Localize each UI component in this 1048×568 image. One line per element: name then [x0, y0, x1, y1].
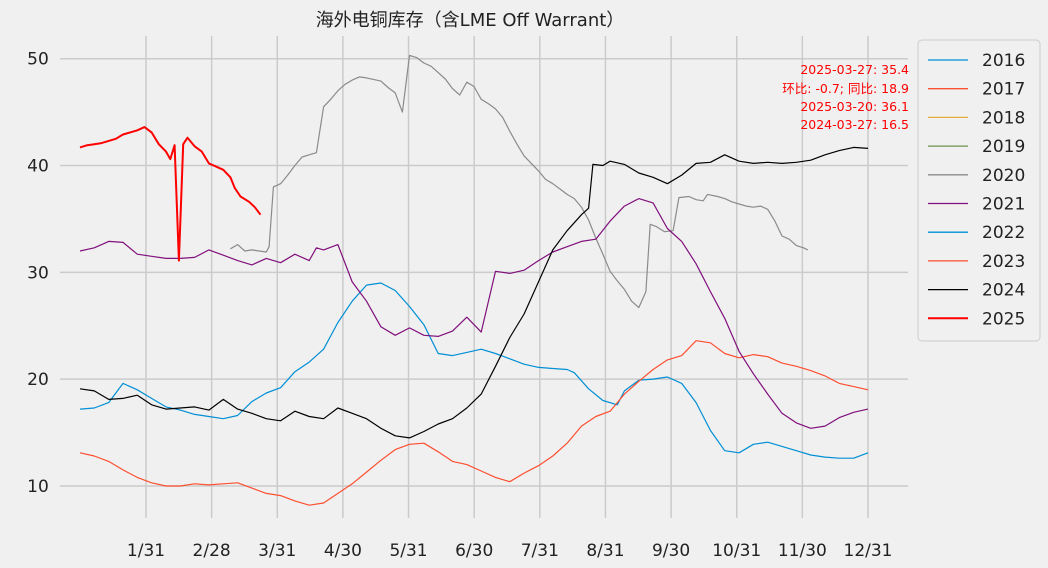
y-axis: 10 20 30 40 50: [27, 50, 49, 497]
grid: [60, 36, 908, 518]
x-tick-label: 2/28: [193, 541, 231, 561]
legend-label-2017: 2017: [982, 80, 1025, 100]
y-tick-label: 20: [27, 370, 49, 390]
annotation-line-1: 2025-03-27: 35.4: [800, 62, 909, 77]
legend-label-2025: 2025: [982, 309, 1025, 329]
series-line-2016: [79, 282, 869, 459]
chart-title: 海外电铜库存（含LME Off Warrant）: [316, 10, 625, 31]
series-line-2024: [79, 146, 869, 439]
y-tick-label: 30: [27, 263, 49, 283]
annotation-line-4: 2024-03-27: 16.5: [800, 117, 909, 132]
series-layer: [79, 54, 869, 506]
legend-label-2016: 2016: [982, 51, 1025, 71]
legend-label-2018: 2018: [982, 108, 1025, 128]
x-tick-label: 5/31: [389, 541, 427, 561]
series-line-2025: [79, 126, 262, 262]
series-line-2017: [79, 340, 869, 506]
x-tick-label: 1/31: [127, 541, 165, 561]
legend-label-2019: 2019: [982, 137, 1025, 157]
y-tick-label: 10: [27, 477, 49, 497]
legend-label-2023: 2023: [982, 252, 1025, 272]
x-tick-label: 3/31: [258, 541, 296, 561]
legend-label-2020: 2020: [982, 166, 1025, 186]
x-tick-label: 8/31: [586, 541, 624, 561]
y-tick-label: 40: [27, 157, 49, 177]
series-line-2021: [79, 198, 869, 429]
x-tick-label: 10/31: [712, 541, 761, 561]
annotation-line-2: 环比: -0.7; 同比: 18.9: [782, 81, 909, 96]
x-tick-label: 4/30: [324, 541, 362, 561]
x-axis: 1/31 2/28 3/31 4/30 5/31 6/30 7/31 8/31 9/30 10/3…: [127, 541, 893, 561]
x-tick-label: 7/31: [521, 541, 559, 561]
x-tick-label: 6/30: [455, 541, 493, 561]
series-line-2020: [230, 54, 809, 309]
annotation-box: 2025-03-27: 35.4 环比: -0.7; 同比: 18.9 2025…: [782, 62, 909, 132]
x-tick-label: 9/30: [652, 541, 690, 561]
x-tick-label: 11/30: [778, 541, 827, 561]
legend: 2016 2017 2018 2019 2020 2021 2022 2023 2024 2025: [917, 39, 1041, 342]
legend-frame: [917, 39, 1041, 342]
legend-label-2021: 2021: [982, 195, 1025, 215]
annotation-line-3: 2025-03-20: 36.1: [800, 99, 909, 114]
legend-label-2022: 2022: [982, 223, 1025, 243]
y-tick-label: 50: [27, 50, 49, 70]
legend-label-2024: 2024: [982, 281, 1025, 301]
x-tick-label: 12/31: [844, 541, 893, 561]
